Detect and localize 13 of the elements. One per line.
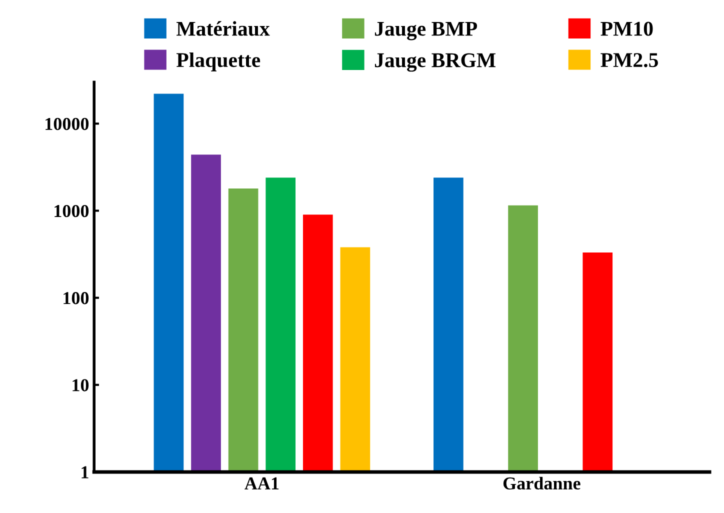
x-tick-label: AA1 bbox=[244, 477, 279, 490]
legend-label: PM10 bbox=[600, 22, 653, 36]
y-tick-label: 10000 bbox=[46, 118, 89, 130]
legend-label: PM2.5 bbox=[600, 53, 658, 68]
legend-label: Jauge BMP bbox=[374, 22, 478, 40]
y-tick-label: 1000 bbox=[54, 204, 89, 218]
y-tick-label: 10 bbox=[72, 379, 89, 392]
y-tick-label: 100 bbox=[64, 292, 89, 304]
legend-label: Matériaux bbox=[176, 21, 270, 36]
y-tick-label: 1 bbox=[82, 466, 88, 478]
legend-label: Plaquette bbox=[176, 52, 260, 72]
legend-label: Jauge BRGM bbox=[374, 53, 496, 72]
x-tick-label: Gardanne bbox=[503, 476, 580, 490]
